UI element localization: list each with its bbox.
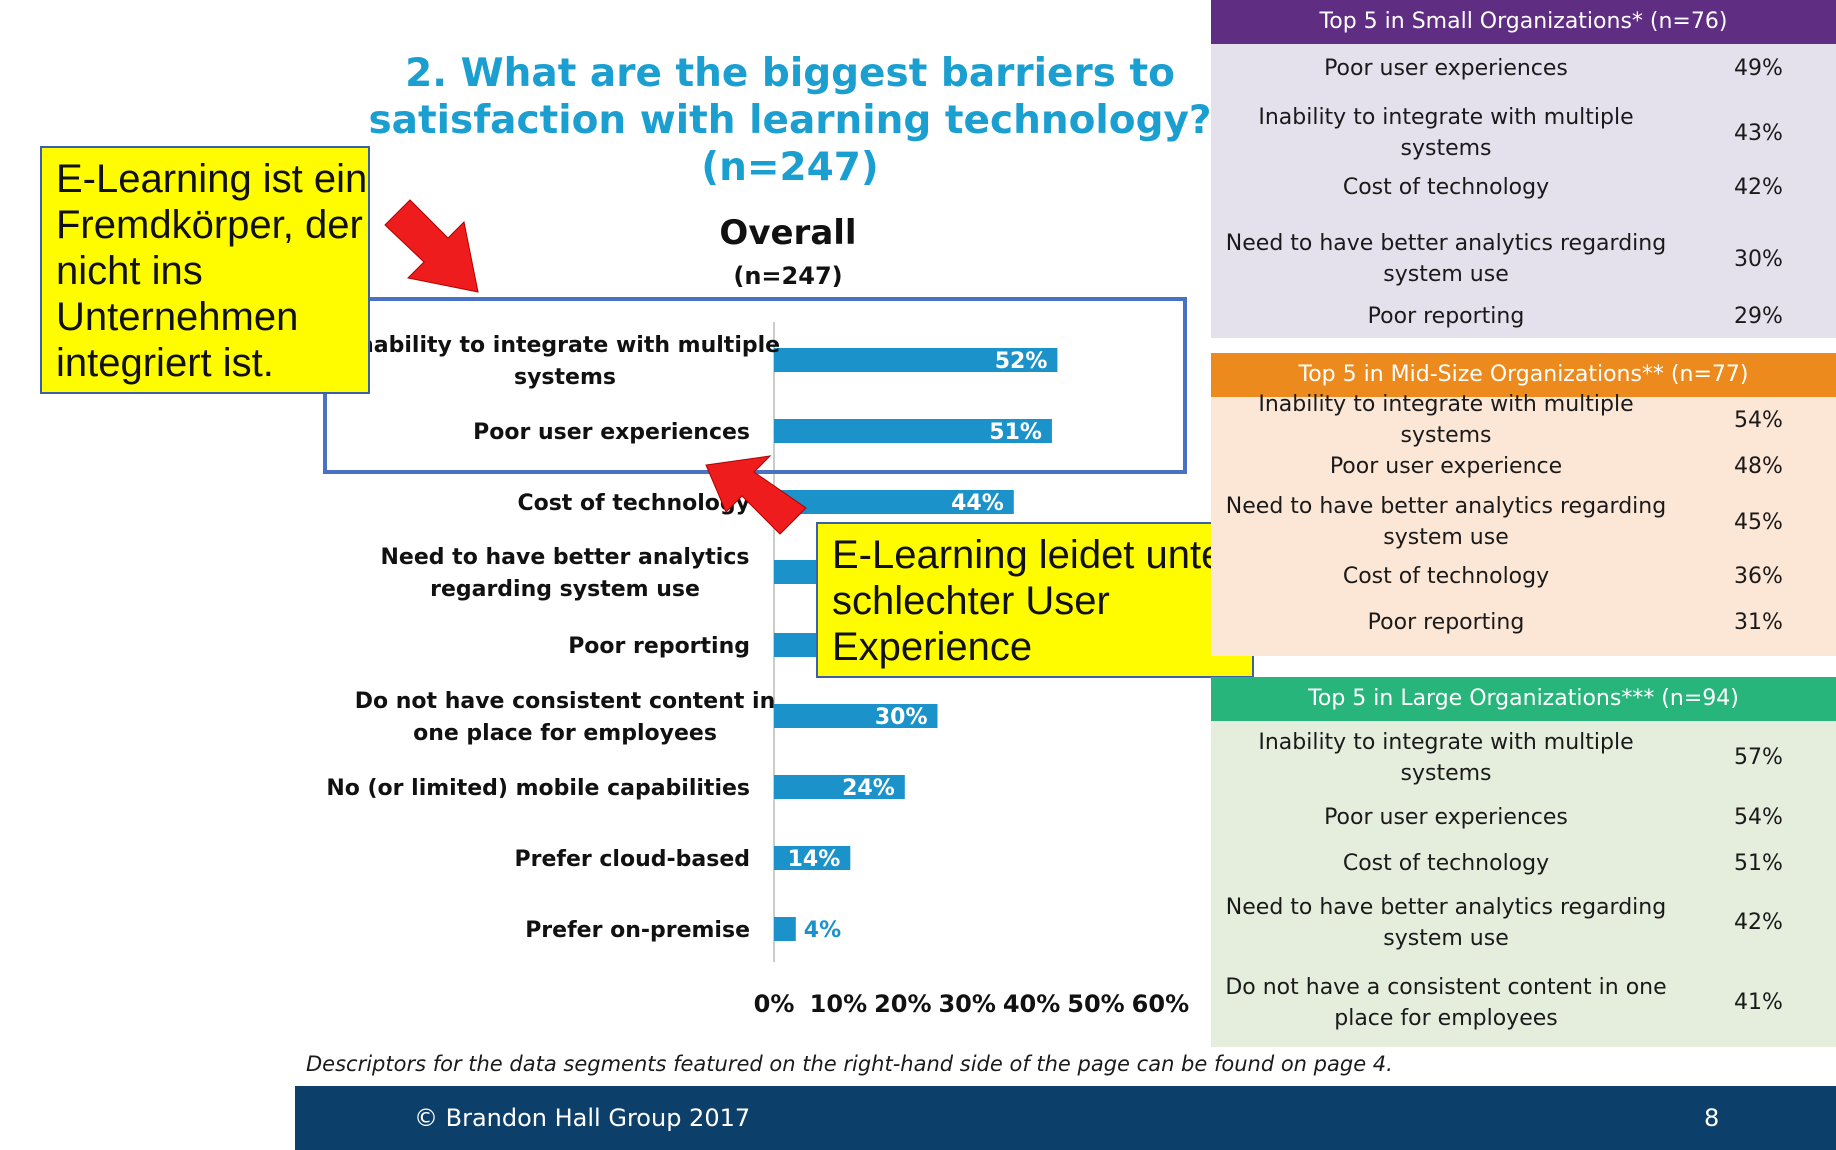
row-value: 54% xyxy=(1734,804,1783,830)
row-value: 48% xyxy=(1734,453,1783,479)
row-value: 36% xyxy=(1734,563,1783,589)
data-label-8: 4% xyxy=(804,918,841,943)
row-value: 45% xyxy=(1734,509,1783,535)
x-tick-1: 10% xyxy=(810,990,867,1018)
table-mid-row: Need to have better analytics regarding … xyxy=(1211,491,1836,553)
row-label: Cost of technology xyxy=(1342,850,1550,876)
row-value: 31% xyxy=(1734,609,1783,635)
row-label: Need to have better analytics regarding … xyxy=(1225,494,1667,550)
callout-ux-text: E-Learning leidet unter schlechter User … xyxy=(832,533,1237,669)
row-label: Inability to integrate with multiple sys… xyxy=(1258,392,1634,448)
data-label-6: 24% xyxy=(842,776,895,801)
table-small-header: Top 5 in Small Organizations* (n=76) xyxy=(1211,0,1836,44)
row-value: 29% xyxy=(1734,303,1783,329)
x-tick-6: 60% xyxy=(1132,990,1189,1018)
row-value: 42% xyxy=(1734,174,1783,200)
table-large-row: Inability to integrate with multiple sys… xyxy=(1211,721,1836,794)
table-large-header: Top 5 in Large Organizations*** (n=94) xyxy=(1211,677,1836,721)
row-label: Poor user experiences xyxy=(1324,804,1568,830)
table-small-row: Inability to integrate with multiple sys… xyxy=(1211,100,1836,166)
row-value: 42% xyxy=(1734,910,1783,935)
row-label: Do not have a consistent content in one … xyxy=(1225,974,1667,1031)
category-label-7: Prefer cloud-based xyxy=(515,847,751,872)
x-tick-3: 30% xyxy=(938,990,995,1018)
row-value: 43% xyxy=(1734,120,1783,146)
data-label-2: 44% xyxy=(951,491,1004,516)
bar-7 xyxy=(774,846,851,870)
chart-title: Overall xyxy=(719,213,856,253)
page-title: 2. What are the biggest barriers to sati… xyxy=(368,51,1212,190)
data-label-5: 30% xyxy=(875,705,928,730)
chart-subtitle: (n=247) xyxy=(733,262,842,290)
x-tick-5: 50% xyxy=(1067,990,1124,1018)
category-label-1: Poor user experiences xyxy=(473,420,750,445)
data-label-7: 14% xyxy=(788,847,841,872)
callout-user-experience: E-Learning leidet unter schlechter User … xyxy=(816,522,1254,678)
bar-8 xyxy=(774,917,796,941)
category-label-2: Cost of technology xyxy=(517,491,750,516)
category-label-8: Prefer on-premise xyxy=(525,918,750,943)
table-small-orgs: Top 5 in Small Organizations* (n=76) Poo… xyxy=(1211,0,1836,338)
table-mid-row: Poor user experience 48% xyxy=(1211,443,1836,489)
row-label: Cost of technology xyxy=(1342,563,1550,589)
x-tick-4: 40% xyxy=(1003,990,1060,1018)
table-small-row: Poor reporting 29% xyxy=(1211,295,1836,337)
callout-integration: E-Learning ist ein Fremdkörper, der nich… xyxy=(40,146,370,394)
table-small-row: Need to have better analytics regarding … xyxy=(1211,226,1836,292)
callout-integration-text: E-Learning ist ein Fremdkörper, der nich… xyxy=(56,157,368,385)
row-value: 41% xyxy=(1734,990,1783,1015)
table-mid-header: Top 5 in Mid-Size Organizations** (n=77) xyxy=(1211,353,1836,397)
highlight-box xyxy=(323,297,1187,474)
bar-0 xyxy=(774,348,1058,372)
category-label-6: No (or limited) mobile capabilities xyxy=(326,776,750,801)
table-large-orgs: Top 5 in Large Organizations*** (n=94) I… xyxy=(1211,677,1836,1047)
category-label-3: Need to have better analytics regarding s… xyxy=(381,545,750,602)
page-number: 8 xyxy=(1704,1104,1720,1132)
x-tick-2: 20% xyxy=(874,990,931,1018)
table-large-row: Poor user experiences 54% xyxy=(1211,794,1836,840)
descriptor-note: Descriptors for the data segments featur… xyxy=(306,1052,1393,1076)
arrow-down-right xyxy=(384,199,479,293)
table-small-row: Poor user experiences 49% xyxy=(1211,44,1836,92)
row-label: Cost of technology xyxy=(1342,174,1550,200)
bar-5 xyxy=(774,704,938,728)
row-label: Poor reporting xyxy=(1367,303,1525,329)
bar-6 xyxy=(774,775,905,799)
row-value: 30% xyxy=(1734,246,1783,272)
x-tick-0: 0% xyxy=(754,990,795,1018)
row-label: Need to have better analytics regarding … xyxy=(1225,894,1667,951)
data-label-1: 51% xyxy=(989,420,1042,445)
row-label: Inability to integrate with multiple sys… xyxy=(1258,105,1634,161)
data-label-0: 52% xyxy=(995,349,1048,374)
category-label-5: Do not have consistent content in one pla… xyxy=(355,689,776,746)
row-label: Inability to integrate with multiple sys… xyxy=(1258,729,1634,786)
table-large-row: Need to have better analytics regarding … xyxy=(1211,887,1836,958)
row-value: 51% xyxy=(1734,850,1783,876)
row-label: Poor user experiences xyxy=(1324,55,1568,81)
bar-2 xyxy=(774,490,1014,514)
row-label: Poor user experience xyxy=(1329,453,1563,479)
bar-1 xyxy=(774,419,1052,443)
arrow-up-left xyxy=(705,455,807,535)
row-label: Poor reporting xyxy=(1367,609,1525,635)
row-label: Need to have better analytics regarding … xyxy=(1225,231,1667,287)
copyright: © Brandon Hall Group 2017 xyxy=(414,1104,751,1132)
table-large-row: Do not have a consistent content in one … xyxy=(1211,958,1836,1047)
table-mid-row: Cost of technology 36% xyxy=(1211,553,1836,599)
row-value: 57% xyxy=(1734,745,1783,770)
row-value: 49% xyxy=(1734,55,1783,81)
table-large-row: Cost of technology 51% xyxy=(1211,840,1836,886)
table-mid-row: Inability to integrate with multiple sys… xyxy=(1211,392,1836,448)
table-small-row: Cost of technology 42% xyxy=(1211,163,1836,211)
category-label-4: Poor reporting xyxy=(568,634,750,659)
category-label-0: Inability to integrate with multiple syst… xyxy=(350,333,780,390)
row-value: 54% xyxy=(1734,407,1783,433)
table-mid-row: Poor reporting 31% xyxy=(1211,599,1836,645)
table-mid-orgs: Top 5 in Mid-Size Organizations** (n=77)… xyxy=(1211,353,1836,656)
footer-bar: © Brandon Hall Group 2017 8 xyxy=(295,1086,1836,1150)
